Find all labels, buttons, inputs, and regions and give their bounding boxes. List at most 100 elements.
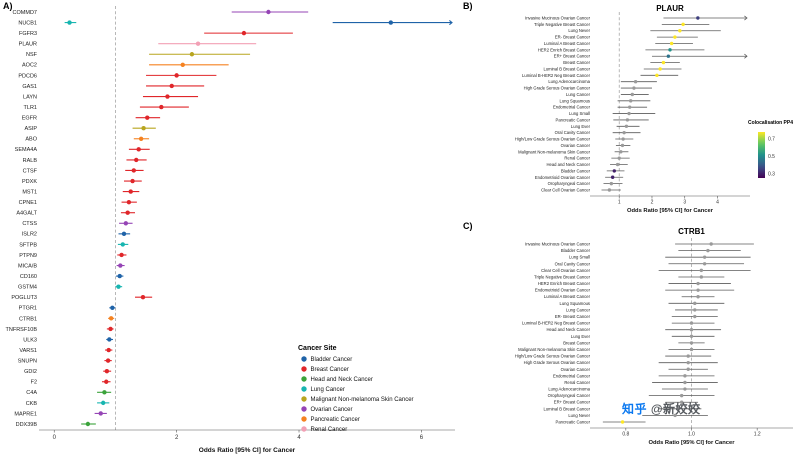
forest-row: Lung Adenocarcinoma — [548, 387, 708, 392]
x-axis-title: Odds Ratio [95% CI] for Cancer — [627, 208, 714, 214]
forest-row: HER2 Enrich Breast Cancer — [538, 47, 705, 52]
forest-row: Head and Neck Cancer — [546, 162, 628, 167]
row-label: PTGR1 — [19, 306, 37, 312]
row-label: Invasive Mucinous Ovarian Cancer — [525, 16, 591, 21]
legend-label: Bladder Cancer — [311, 357, 353, 363]
forest-row: Oropharyngeal Cancer — [548, 181, 623, 186]
row-label: Triple Negative Breast Cancer — [534, 22, 591, 27]
row-label: Lung Small — [569, 255, 590, 260]
or-point — [619, 150, 623, 154]
forest-row: CTSS — [22, 221, 133, 227]
or-point — [102, 390, 107, 395]
forest-row: LAYN — [23, 94, 199, 100]
forest-row: Oral Cavity Cancer — [555, 130, 641, 135]
or-point — [666, 54, 671, 58]
panel-c-chart: 0.8 1.0 1.2 Odds Ratio [95% CI] for Cancer C… — [515, 227, 793, 446]
or-point — [693, 308, 697, 312]
x-tick-label: 6 — [420, 435, 424, 441]
or-point — [119, 252, 124, 258]
or-point — [673, 35, 677, 39]
forest-row: ER+ Breast Cancer — [554, 400, 699, 405]
row-label: TLR1 — [24, 105, 37, 111]
legend-label: Malignant Non-melanoma Skin Cancer — [311, 397, 414, 403]
row-label: CD160 — [20, 274, 37, 280]
forest-row: ER+ Breast Cancer — [554, 54, 748, 59]
row-label: HER2 Enrich Breast Cancer — [538, 281, 591, 286]
row-label: DDX39B — [16, 422, 38, 428]
or-point — [625, 118, 630, 122]
row-label: TNFRSF10B — [6, 327, 38, 333]
row-label: FGFR3 — [19, 31, 37, 37]
row-label: Lung Squamous — [560, 301, 591, 306]
row-label: Lung Cancer — [566, 307, 591, 312]
panel-title: CTRB1 — [678, 227, 705, 236]
x-tick-label: 1.0 — [688, 432, 695, 438]
row-label: Endometrial Cancer — [553, 373, 591, 378]
row-label: VARS1 — [19, 348, 37, 354]
row-label: PTPN9 — [19, 253, 37, 259]
forest-row: A4GALT — [16, 210, 136, 217]
forest-row: High/Low Grade Serous Ovarian Cancer — [515, 137, 634, 142]
forest-row: Lung Ever — [571, 334, 715, 339]
legend-swatch — [301, 366, 307, 372]
or-point — [388, 20, 394, 25]
or-point — [169, 83, 174, 89]
watermark: 知乎 @新姣姣 — [622, 400, 701, 417]
forest-row: CPNE1 — [19, 199, 137, 206]
or-point — [632, 86, 636, 90]
or-point — [689, 341, 694, 345]
row-label: Lung Ever — [571, 124, 591, 129]
row-label: Lung Adenocarcinoma — [548, 387, 590, 392]
row-label: Oropharyngeal Cancer — [548, 181, 591, 186]
or-point — [696, 288, 700, 292]
forest-row: Luminal A Breast Cancer — [544, 41, 693, 46]
or-point — [85, 421, 91, 427]
row-label: F2 — [31, 380, 37, 386]
forest-row: Lung Small — [569, 255, 751, 260]
forest-row: Malignant Non-melanoma Skin Cancer — [518, 347, 715, 352]
forest-row: PLAUR — [19, 41, 257, 48]
row-label: A4GALT — [16, 211, 37, 217]
row-label: GAS1 — [22, 84, 37, 90]
or-point — [174, 73, 179, 78]
forest-row: Endometrioid Ovarian Cancer — [535, 288, 735, 293]
forest-row: High Grade Serous Ovarian Cancer — [524, 360, 718, 365]
row-label: Clear Cell Ovarian Cancer — [541, 188, 590, 193]
row-label: EGFR — [22, 116, 37, 122]
forest-row: Lung Small — [569, 111, 656, 116]
or-point — [658, 67, 662, 71]
or-point — [628, 99, 633, 103]
or-point — [612, 169, 616, 173]
or-point — [689, 321, 694, 325]
forest-row: Clear Cell Ovarian Cancer — [541, 188, 621, 193]
row-label: Bladder Cancer — [561, 168, 591, 173]
row-label: Endometrioid Ovarian Cancer — [535, 175, 591, 180]
row-label: Lung Ever — [571, 334, 591, 339]
panel-c: C) 0.8 1.0 1.2 Odds Ratio [95% CI] for Canc… — [460, 220, 800, 461]
panel-a-label: A) — [3, 1, 13, 11]
row-label: Ovarian Cancer — [561, 367, 591, 372]
forest-row: Ovarian Cancer — [561, 143, 631, 148]
forest-row: Pancreatic Cancer — [556, 117, 649, 122]
forest-row: TLR1 — [24, 104, 189, 111]
row-label: Lung Adenocarcinoma — [548, 79, 590, 84]
row-label: Head and Neck Cancer — [546, 327, 590, 332]
or-point — [159, 104, 164, 110]
cancer-site-legend: Cancer Site Bladder Cancer Breast Cancer He… — [298, 345, 414, 433]
or-point — [165, 94, 170, 99]
watermark-handle: @新姣姣 — [650, 402, 701, 416]
forest-row: ABO — [25, 136, 150, 143]
or-point — [67, 20, 72, 25]
forest-row: PDXK — [22, 178, 142, 185]
forest-row: Luminal A Breast Cancer — [544, 294, 715, 299]
forest-row: Bladder Cancer — [561, 248, 741, 253]
or-point — [620, 143, 625, 148]
row-label: SEMA4A — [15, 147, 38, 153]
or-point — [627, 105, 632, 109]
or-point — [138, 136, 144, 141]
forest-row: Bladder Cancer — [561, 168, 625, 173]
row-label: Luminal A Breast Cancer — [544, 294, 591, 299]
row-label: Pancreatic Cancer — [556, 117, 591, 122]
row-label: SNUPN — [18, 359, 37, 365]
zhihu-logo-text: 知乎 — [622, 402, 648, 416]
